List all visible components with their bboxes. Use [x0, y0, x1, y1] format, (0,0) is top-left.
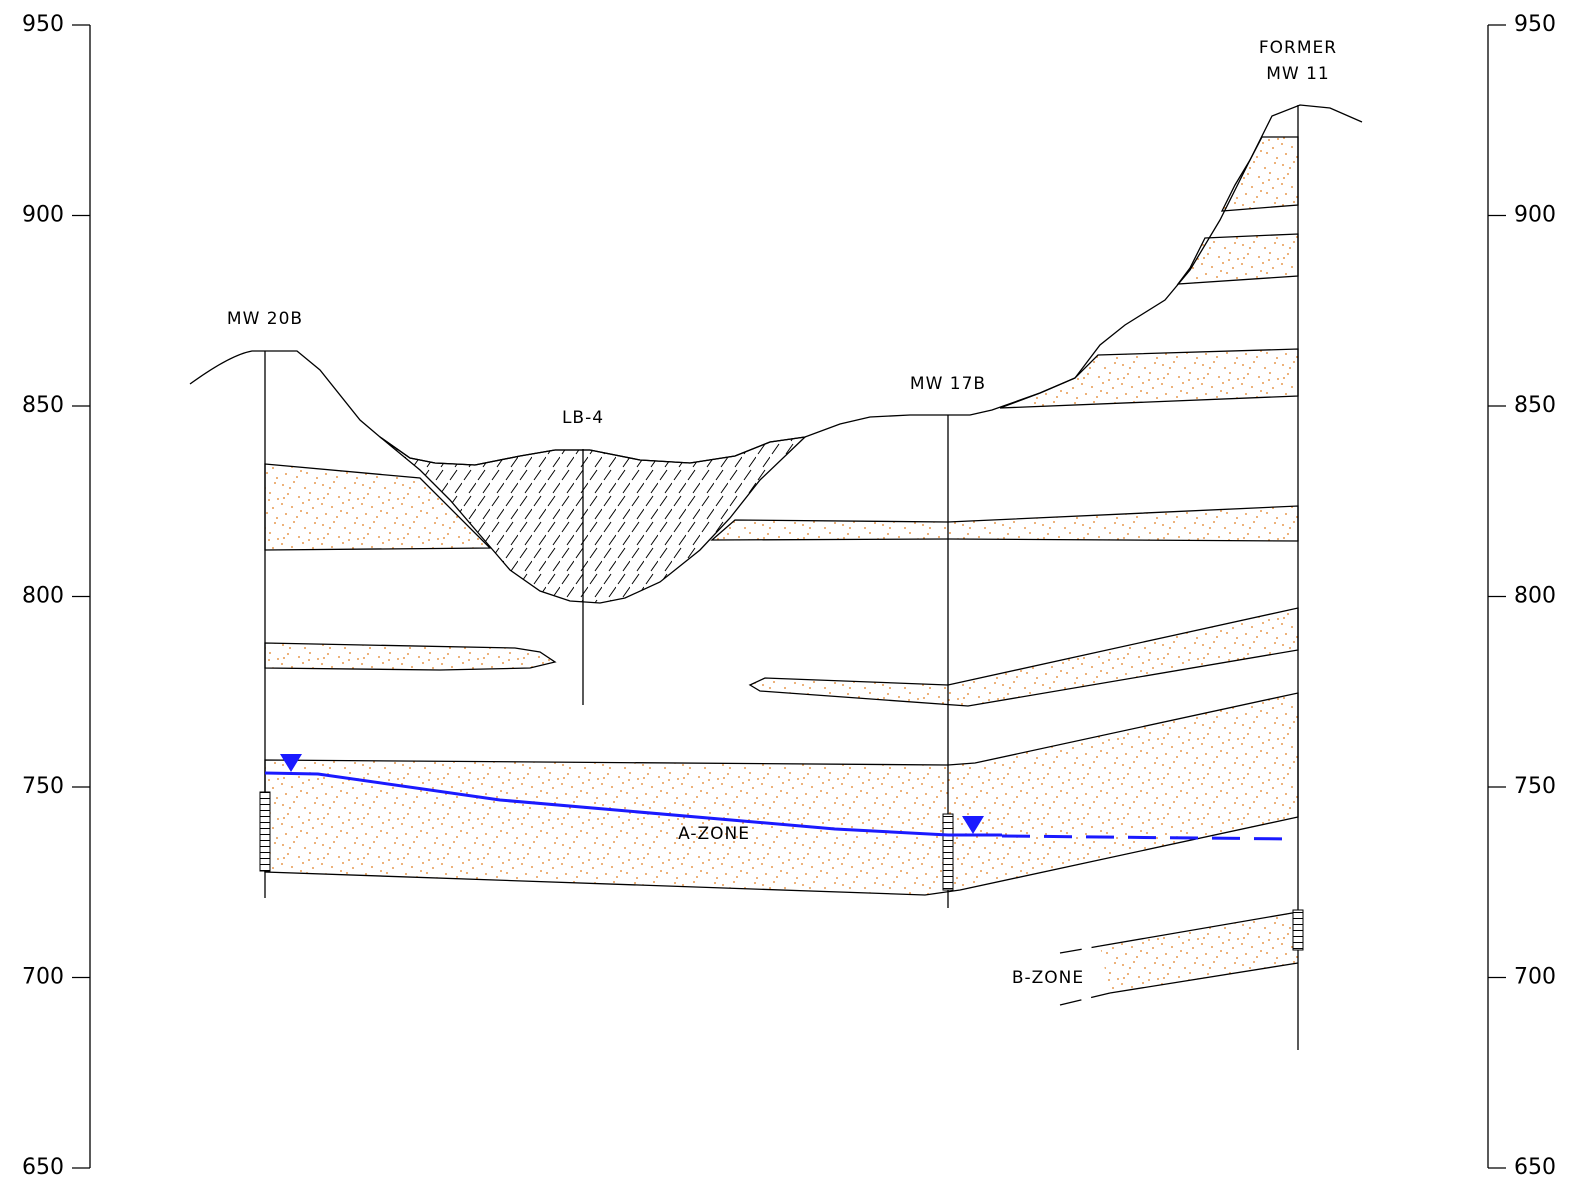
tick-label: 900: [22, 203, 64, 228]
well-screen: [1293, 910, 1303, 950]
well-label: MW 20B: [227, 309, 303, 329]
tick-label: 800: [22, 584, 64, 609]
b-zone-layer: [1100, 912, 1298, 993]
well-line: [265, 105, 1298, 1050]
tick-label: 750: [22, 774, 64, 799]
well-screen: [260, 792, 270, 871]
well-label: LB-4: [562, 408, 604, 428]
geology: [190, 105, 1362, 1050]
tick-label: 750: [1514, 774, 1556, 799]
sand-layer: [712, 506, 1298, 541]
well-label: MW 17B: [910, 374, 986, 394]
ground-surface: [190, 105, 1362, 465]
tick-label: 700: [1514, 965, 1556, 990]
zone-label: B-ZONE: [1012, 968, 1084, 988]
well-screen: [943, 814, 953, 890]
cross-section: MW 20B LB-4 MW 17B FORMER MW 11 A-ZONE B…: [0, 0, 1578, 1193]
tick-label: 800: [1514, 584, 1556, 609]
tick-label: 650: [22, 1155, 64, 1180]
sand-layer: [1222, 137, 1298, 211]
tick-label: 650: [1514, 1155, 1556, 1180]
tick-label: 700: [22, 965, 64, 990]
well-label: FORMER: [1259, 38, 1337, 58]
tick-label: 850: [22, 393, 64, 418]
a-zone-layer: [265, 693, 1298, 895]
sand-layer: [750, 608, 1298, 706]
sand-layer: [265, 643, 555, 670]
zone-label: A-ZONE: [678, 824, 750, 844]
sand-layer: [1000, 349, 1298, 408]
tick-label: 950: [22, 12, 64, 37]
well-label: MW 11: [1266, 64, 1330, 84]
tick-label: 900: [1514, 203, 1556, 228]
tick-label: 950: [1514, 12, 1556, 37]
tick-label: 850: [1514, 393, 1556, 418]
